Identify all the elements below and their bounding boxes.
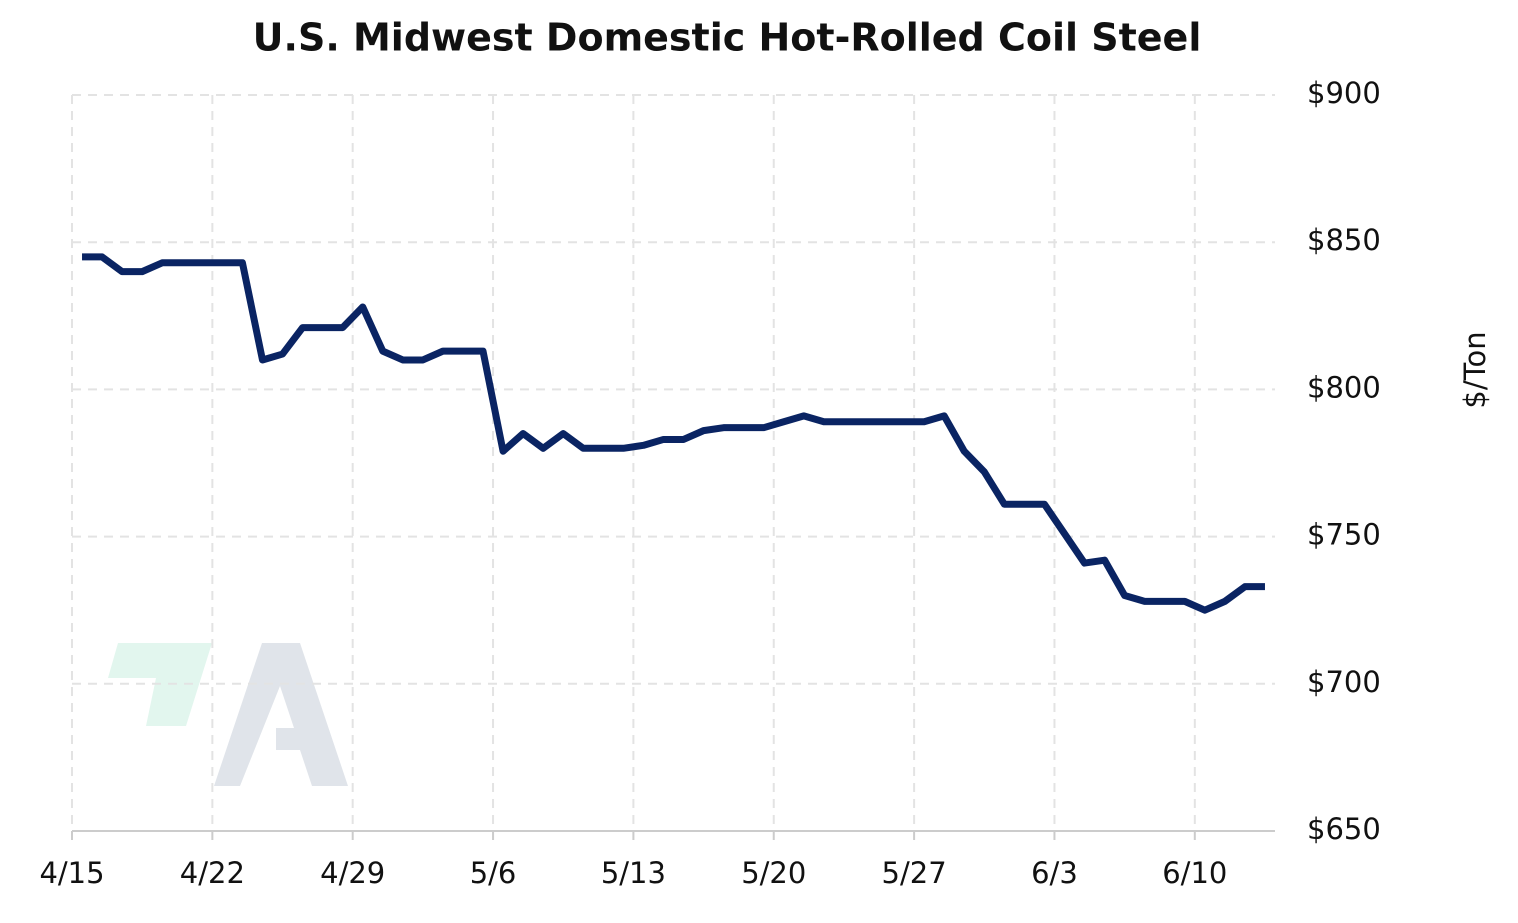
x-tick-label: 5/13: [601, 856, 666, 890]
chart-title: U.S. Midwest Domestic Hot-Rolled Coil St…: [253, 16, 1202, 60]
x-tick-label: 5/6: [470, 856, 517, 890]
x-tick-label: 4/22: [180, 856, 245, 890]
x-tick-label: 6/10: [1162, 856, 1227, 890]
y-tick-label: $650: [1307, 812, 1381, 846]
x-tick-label: 6/3: [1031, 856, 1078, 890]
y-axis-label: $/Ton: [1458, 331, 1492, 408]
watermark-logo: [108, 643, 348, 786]
x-tick-label: 5/20: [741, 856, 806, 890]
x-tick-label: 4/15: [39, 856, 104, 890]
x-tick-label: 5/27: [882, 856, 947, 890]
y-tick-label: $850: [1307, 223, 1381, 257]
x-tick-label: 4/29: [320, 856, 385, 890]
y-tick-label: $700: [1307, 665, 1381, 699]
y-tick-label: $900: [1307, 76, 1381, 110]
y-tick-label: $800: [1307, 370, 1381, 404]
y-tick-label: $750: [1307, 518, 1381, 552]
price-line: [82, 253, 1265, 614]
